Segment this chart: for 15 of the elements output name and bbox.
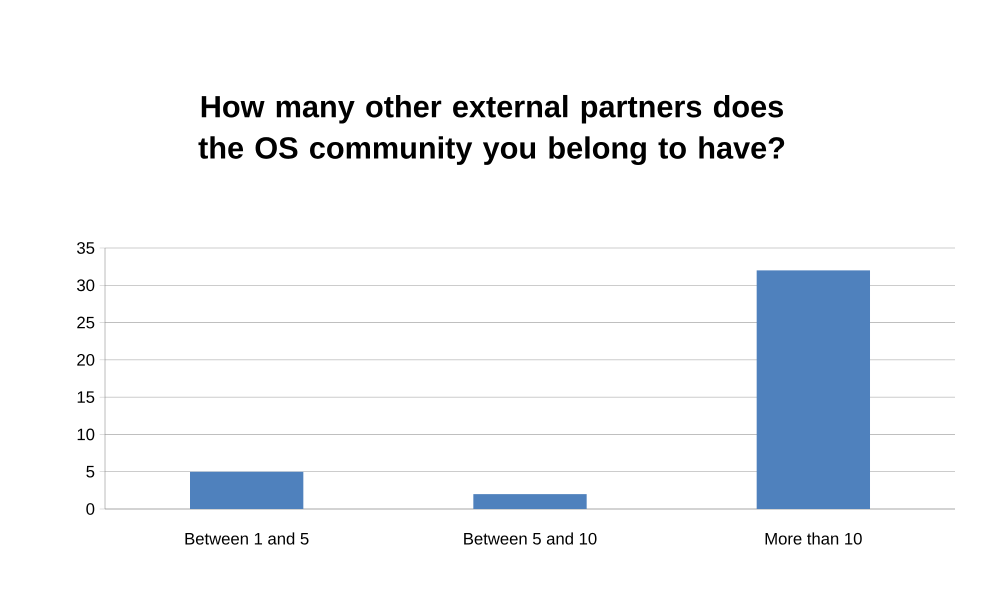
y-tick-label: 35 bbox=[77, 242, 94, 254]
x-tick-label: Between 5 and 10 bbox=[464, 532, 597, 545]
y-tick-label: 30 bbox=[77, 279, 94, 292]
x-tick-label: More than 10 bbox=[766, 532, 862, 545]
y-tick-label: 25 bbox=[77, 316, 94, 328]
bar bbox=[190, 472, 304, 509]
y-tick-label: 15 bbox=[78, 391, 94, 403]
y-tick-label: 0 bbox=[86, 503, 94, 515]
y-tick-label: 20 bbox=[77, 354, 94, 366]
x-tick-label: Between 1 and 5 bbox=[185, 532, 308, 545]
y-tick-label: 10 bbox=[78, 428, 94, 440]
y-tick-label: 5 bbox=[86, 466, 94, 478]
bar bbox=[756, 270, 870, 509]
chart-title: How many other external partners does the OS community you belong to have? bbox=[198, 94, 784, 166]
bar bbox=[473, 494, 587, 509]
